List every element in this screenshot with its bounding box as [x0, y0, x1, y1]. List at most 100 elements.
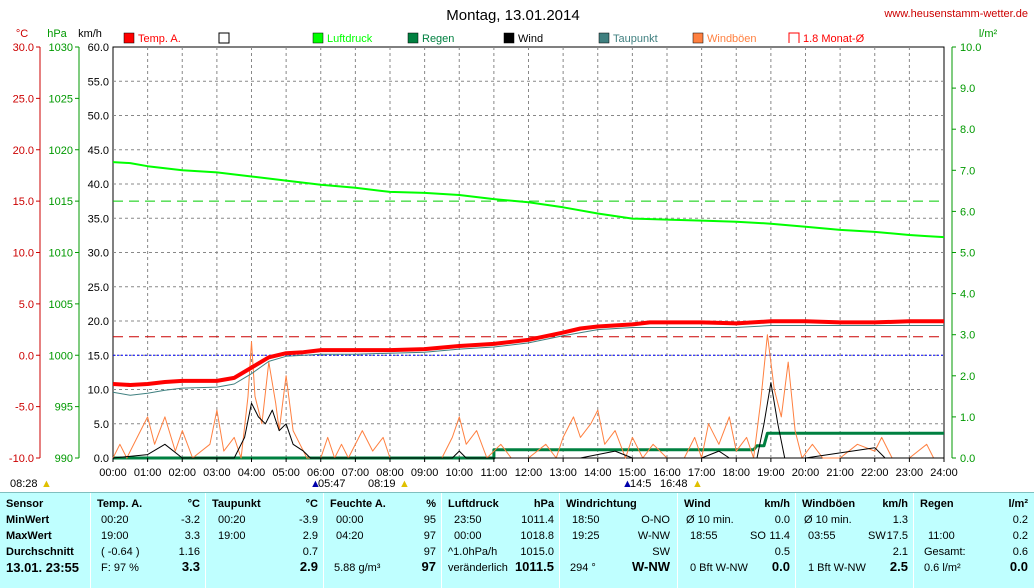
stats-wind: Wind km/h Ø 10 min. 0.0 18:55 SO 11.4 0.… — [677, 493, 796, 588]
wind-tick-7: 25.0 — [88, 282, 109, 294]
pressure-tick-6: 1000 — [49, 350, 73, 362]
legend-swatch-6 — [692, 32, 704, 44]
series-luftdruck — [112, 161, 945, 239]
rain-tick-8: 2.0 — [960, 371, 975, 383]
x-tick-label-17: 17:00 — [688, 467, 716, 479]
legend-swatch-4 — [503, 32, 515, 44]
chart-legend: Temp. A. Luftdruck Regen Wind Taupunkt Windbö… — [123, 32, 865, 45]
x-tick-label-6: 06:00 — [307, 467, 335, 479]
series-temp-a- — [112, 319, 944, 387]
x-tick-label-21: 21:00 — [826, 467, 854, 479]
press-min-time: 23:50 — [454, 514, 482, 526]
hum-header: Feuchte A. — [330, 498, 386, 510]
legend-label-5: Taupunkt — [613, 33, 658, 45]
temp-tick-0: 30.0 — [13, 42, 34, 54]
hum-avg-value: 97 — [423, 546, 436, 558]
x-tick-label-24: 24:00 — [930, 467, 958, 479]
hum-current-value: 97 — [421, 559, 436, 574]
sun-time-5: 16:48 — [660, 478, 688, 490]
legend-label-3: Regen — [422, 33, 454, 45]
dew-unit: °C — [305, 498, 318, 510]
moon-icon-2: ▲ — [622, 478, 633, 490]
hum-max-value: 97 — [423, 530, 436, 542]
wind-tick-1: 55.0 — [88, 76, 109, 88]
dew-current-value: 2.9 — [299, 559, 318, 574]
rain-max-time: 11:00 — [928, 530, 955, 542]
gust-min-time: Ø 10 min. — [804, 514, 852, 526]
wind-tick-6: 30.0 — [88, 248, 109, 260]
gust-avg-value: 2.1 — [892, 546, 908, 558]
gust-max-direction: SW — [868, 530, 886, 542]
dir-min-value: O-NO — [641, 514, 670, 526]
temp-tick-8: -10.0 — [9, 453, 34, 465]
dir-current-degrees: 294 ° — [570, 562, 596, 574]
unit-pressure: hPa — [47, 28, 67, 40]
legend-label-2: Luftdruck — [327, 33, 373, 45]
wind-min-value: 0.0 — [774, 514, 790, 526]
x-tick-label-22: 22:00 — [861, 467, 889, 479]
wind-tick-8: 20.0 — [88, 316, 109, 328]
wind-tick-5: 35.0 — [88, 213, 109, 225]
wind-current-note: 0 Bft W-NW — [690, 562, 748, 574]
press-max-time: 00:00 — [454, 530, 482, 542]
dir-max-time: 19:25 — [572, 530, 600, 542]
x-tick-label-19: 19:00 — [757, 467, 785, 479]
press-current-note: veränderlich — [448, 562, 508, 574]
press-current-value: 1011.5 — [514, 559, 554, 574]
unit-temp: °C — [16, 28, 28, 40]
pressure-tick-2: 1020 — [49, 145, 73, 157]
sun-time-4: 14:5 — [630, 478, 652, 490]
rain-current-note: 0.6 l/m² — [924, 562, 961, 574]
dew-max-time: 19:00 — [218, 530, 246, 542]
x-tick-label-8: 08:00 — [376, 467, 404, 479]
temp-avg-value: 1.16 — [178, 546, 200, 558]
temp-current-note: F: 97 % — [101, 562, 139, 574]
grid — [113, 47, 944, 458]
rain-tick-10: 0.0 — [960, 453, 975, 465]
data-series — [112, 161, 945, 460]
press-trend: ^1.0hPa/h — [448, 546, 498, 558]
x-tick-label-9: 09:00 — [411, 467, 439, 479]
pressure-tick-1: 1025 — [49, 93, 73, 105]
dir-header: Windrichtung — [566, 498, 637, 510]
sun-icon-3: ▲ — [692, 478, 703, 490]
gust-min-value: 1.3 — [892, 514, 908, 526]
wind-current-value: 0.0 — [771, 559, 790, 574]
dew-max-value: 2.9 — [302, 530, 318, 542]
wind-header: Wind — [684, 498, 711, 510]
temp-max-time: 19:00 — [101, 530, 129, 542]
sun-time-2: 05:47 — [318, 478, 346, 490]
dir-min-time: 18:50 — [572, 514, 600, 526]
x-tick-label-11: 11:00 — [481, 467, 508, 479]
dew-header: Taupunkt — [212, 498, 261, 510]
x-tick-label-23: 23:00 — [896, 467, 924, 479]
dir-current-value: W-NW — [632, 559, 670, 574]
sun-icon-2: ▲ — [399, 478, 410, 490]
stats-rain: Regen l/m² 0.2 11:00 0.2 Gesamt: 0.6 0.6… — [913, 493, 1034, 588]
gust-max-time: 03:55 — [808, 530, 836, 542]
dew-min-time: 00:20 — [218, 514, 246, 526]
pressure-tick-8: 990 — [55, 453, 73, 465]
wind-max-direction: SO — [750, 530, 766, 542]
press-unit: hPa — [533, 498, 554, 510]
temp-tick-1: 25.0 — [13, 93, 34, 105]
press-avg-value: 1015.0 — [520, 546, 554, 558]
wind-tick-12: 0.0 — [94, 453, 109, 465]
hum-min-value: 95 — [423, 514, 436, 526]
rain-total-value: 0.6 — [1012, 546, 1028, 558]
rain-tick-4: 6.0 — [960, 206, 975, 218]
press-header: Luftdruck — [448, 498, 499, 510]
rain-tick-2: 8.0 — [960, 124, 975, 136]
x-tick-label-12: 12:00 — [515, 467, 543, 479]
x-tick-label-18: 18:00 — [722, 467, 750, 479]
x-tick-label-13: 13:00 — [549, 467, 577, 479]
gust-header: Windböen — [802, 498, 856, 510]
pressure-tick-4: 1010 — [49, 248, 73, 260]
reference-lines — [113, 200, 944, 356]
x-tick-label-5: 05:00 — [272, 467, 300, 479]
stats-wind-direction: Windrichtung 18:50 O-NO 19:25 W-NW SW 29… — [559, 493, 678, 588]
hum-current-note: 5.88 g/m³ — [334, 562, 381, 574]
axes: 00:00 01:00 02:00 03:00 04:00 05:00 06:00 07:00… — [9, 42, 982, 479]
legend-swatch-3 — [407, 32, 419, 44]
dew-min-value: -3.9 — [299, 514, 318, 526]
